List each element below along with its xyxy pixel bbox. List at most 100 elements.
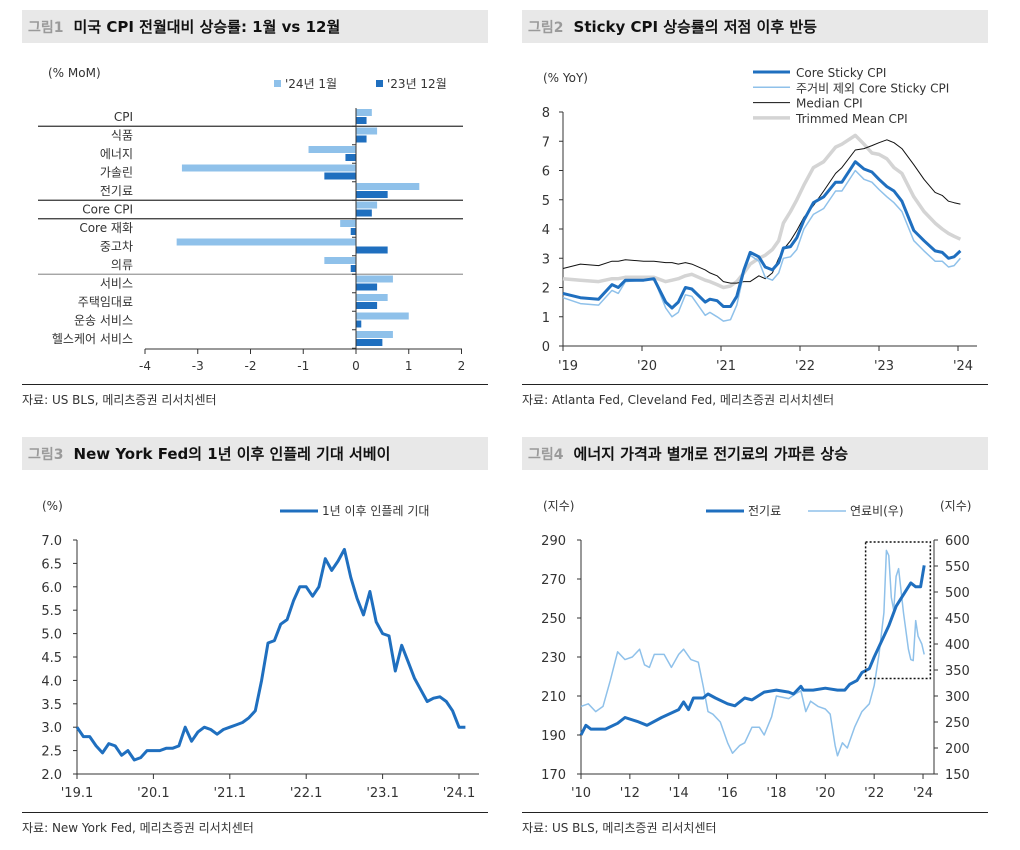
c2-y-tick-label: 8 <box>542 106 550 121</box>
c2-x-tick-label: '21 <box>716 359 736 374</box>
c3-x-tick-label: '20.1 <box>137 786 170 801</box>
c1-category-label: 헬스케어 서비스 <box>52 332 133 346</box>
c4-x-tick-label: '14 <box>669 786 689 801</box>
c2-y-tick-label: 7 <box>542 135 550 150</box>
c4-x-tick-label: '24 <box>913 786 933 801</box>
c2-line-Trimmed-Mean-CPI <box>562 133 962 290</box>
c1-category-label: 의류 <box>111 258 133 272</box>
c1-category-label: CPI <box>114 110 133 124</box>
c4-left-y-tick-label: 250 <box>541 612 566 627</box>
c3-y-tick-label: 7.0 <box>41 534 62 549</box>
c1-category-label: 에너지 <box>100 147 133 161</box>
figure2-title: Sticky CPI 상승률의 저점 이후 반등 <box>573 18 817 36</box>
c1-x-tick-label: -4 <box>139 359 151 373</box>
c1-bar-jan24 <box>356 109 372 116</box>
c1-bar-jan24 <box>340 220 356 227</box>
c2-x-tick-label: '19 <box>558 359 578 374</box>
c4-x-tick-label: '22 <box>864 786 884 801</box>
c4-right-y-tick-label: 600 <box>945 534 970 549</box>
c3-x-tick-label: '23.1 <box>366 786 399 801</box>
figure1-source: 자료: US BLS, 메리츠증권 리서치센터 <box>22 384 488 408</box>
c2-y-tick-label: 3 <box>542 252 550 267</box>
figure4-title: 에너지 가격과 별개로 전기료의 가파른 상승 <box>573 445 849 463</box>
c3-legend-label: 1년 이후 인플레 기대 <box>322 504 429 518</box>
c2-y-tick-label: 5 <box>542 194 550 209</box>
c1-bar-dec23 <box>356 209 372 217</box>
figure1-number: 그림1 <box>28 19 64 36</box>
c4-left-y-tick-label: 190 <box>541 729 566 744</box>
c1-x-tick-label: 2 <box>458 359 466 373</box>
c1-bar-jan24 <box>356 275 393 283</box>
figure3-number: 그림3 <box>28 446 64 463</box>
c3-y-tick-label: 5.5 <box>41 604 62 619</box>
c1-category-label: 식품 <box>111 129 133 143</box>
c1-bar-dec23 <box>356 320 362 328</box>
c4-left-y-tick-label: 170 <box>541 768 566 783</box>
c1-legend-swatch-jan24 <box>274 80 281 87</box>
c4-left-y-tick-label: 270 <box>541 573 566 588</box>
figure1-title: 미국 CPI 전월대비 상승률: 1월 vs 12월 <box>73 18 341 36</box>
c4-x-tick-label: '20 <box>815 786 835 801</box>
c1-bar-dec23 <box>324 172 356 180</box>
c1-bar-jan24 <box>356 294 388 301</box>
c2-line-Median-CPI <box>562 139 961 284</box>
c4-left-y-tick-label: 230 <box>541 651 566 666</box>
c1-x-tick-label: -3 <box>192 359 204 373</box>
c3-y-tick-label: 3.5 <box>41 698 62 713</box>
c1-category-label: Core CPI <box>82 203 133 217</box>
c1-category-label: 주택임대료 <box>78 295 133 309</box>
figure4-number: 그림4 <box>528 446 564 463</box>
figure2-header: 그림2 Sticky CPI 상승률의 저점 이후 반등 <box>522 10 988 43</box>
c4-line-fuel <box>580 549 925 757</box>
c4-legend-label: 전기료 <box>748 504 781 518</box>
c1-bar-dec23 <box>356 302 378 309</box>
c2-y-tick-label: 2 <box>542 282 550 297</box>
c2-x-tick-label: '24 <box>953 359 973 374</box>
c1-legend-swatch-dec23 <box>376 80 383 87</box>
figure3-title: New York Fed의 1년 이후 인플레 기대 서베이 <box>73 445 391 463</box>
c4-right-y-tick-label: 300 <box>945 690 970 705</box>
c1-x-tick-label: -1 <box>297 359 309 373</box>
c1-category-label: 전기료 <box>100 184 133 198</box>
c1-bar-jan24 <box>356 183 420 190</box>
c1-category-label: Core 재화 <box>79 221 133 235</box>
c2-y-tick-label: 0 <box>542 340 550 355</box>
c4-highlight-box <box>864 541 932 680</box>
c2-legend-label: Trimmed Mean CPI <box>795 112 908 126</box>
c1-legend-label-dec23: '23년 12월 <box>387 77 447 91</box>
c4-legend-label: 연료비(우) <box>850 504 904 518</box>
c1-bar-jan24 <box>356 312 409 320</box>
c4-right-y-tick-label: 200 <box>945 742 970 757</box>
c1-category-label: 중고차 <box>100 240 133 254</box>
c1-bar-dec23 <box>350 228 356 235</box>
c1-bar-jan24 <box>308 146 356 153</box>
figure4-source: 자료: US BLS, 메리츠증권 리서치센터 <box>522 812 988 836</box>
c2-legend-label: 주거비 제외 Core Sticky CPI <box>796 81 949 95</box>
c4-right-y-tick-label: 550 <box>945 560 970 575</box>
c1-bar-jan24 <box>324 257 356 264</box>
c4-right-y-tick-label: 350 <box>945 664 970 679</box>
c1-bar-dec23 <box>356 339 383 346</box>
c3-y-tick-label: 2.5 <box>41 745 62 760</box>
c1-bar-dec23 <box>356 246 388 254</box>
figure3-header: 그림3 New York Fed의 1년 이후 인플레 기대 서베이 <box>22 437 488 470</box>
c3-x-tick-label: '22.1 <box>290 786 323 801</box>
c1-bar-jan24 <box>356 201 378 209</box>
c3-y-tick-label: 3.0 <box>41 721 62 736</box>
c4-right-y-tick-label: 400 <box>945 638 970 653</box>
figure2-source: 자료: Atlanta Fed, Cleveland Fed, 메리츠증권 리서… <box>522 384 988 408</box>
c2-y-tick-label: 6 <box>542 165 550 180</box>
c1-legend-label-jan24: '24년 1월 <box>285 77 337 91</box>
c3-x-tick-label: '19.1 <box>61 786 94 801</box>
c3-unit-label: (%) <box>42 499 63 513</box>
c2-unit-label: (% YoY) <box>543 71 588 85</box>
c1-bar-dec23 <box>345 154 356 161</box>
c2-y-tick-label: 1 <box>542 311 550 326</box>
c1-bar-dec23 <box>356 135 367 143</box>
c1-bar-dec23 <box>356 191 388 198</box>
c1-bar-dec23 <box>356 117 367 124</box>
c2-x-tick-label: '23 <box>874 359 894 374</box>
c4-left-y-tick-label: 290 <box>541 534 566 549</box>
